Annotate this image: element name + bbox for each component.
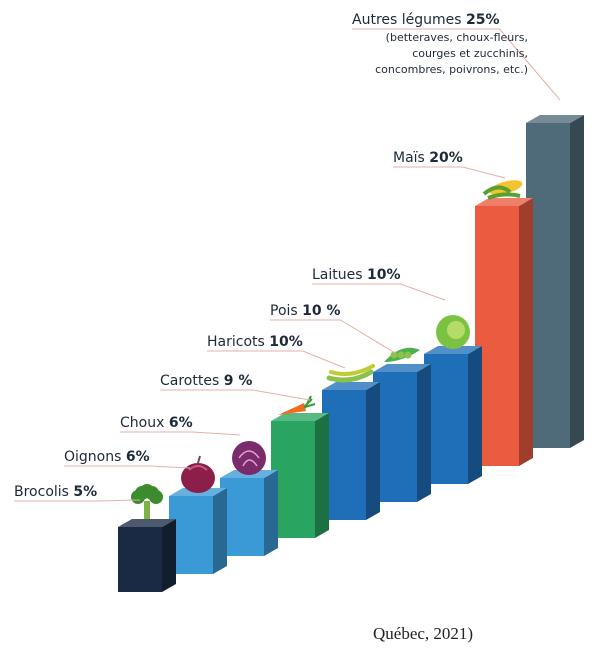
bar-side-choux	[264, 470, 278, 556]
leader-line-laitues	[312, 283, 446, 301]
bar-side-autres-legumes	[570, 115, 584, 448]
lettuce-icon	[436, 315, 470, 349]
bar-top-haricots	[322, 382, 380, 390]
bar-top-laitues	[424, 346, 482, 354]
bar-side-brocolis	[162, 519, 176, 592]
bar-pois	[373, 347, 431, 502]
bar-front-autres-legumes	[526, 123, 570, 448]
label-name-pois: Pois	[270, 303, 302, 319]
bar-front-choux	[220, 478, 264, 556]
bar-front-laitues	[424, 354, 468, 484]
bar-top-brocolis	[118, 519, 176, 527]
bar-side-haricots	[366, 382, 380, 520]
value-label-haricots: 10%	[269, 334, 303, 350]
green-beans-icon	[326, 364, 375, 383]
red-cabbage-icon	[232, 441, 266, 475]
bar-side-oignons	[213, 488, 227, 574]
leader-line-choux	[120, 431, 241, 436]
label-pois: Pois 10 %	[270, 303, 341, 319]
value-label-carottes: 9 %	[224, 373, 253, 389]
leader-line-mais	[393, 166, 506, 179]
bar-carottes	[271, 395, 329, 538]
bar-top-autres-legumes	[526, 115, 584, 123]
bar-top-pois	[373, 364, 431, 372]
bar-autres-legumes	[526, 115, 584, 448]
bar-front-haricots	[322, 390, 366, 520]
label-choux: Choux 6%	[120, 415, 193, 431]
leader-line-carottes	[160, 389, 311, 401]
value-label-brocolis: 5%	[73, 484, 97, 500]
bar-front-brocolis	[118, 527, 162, 592]
bar-brocolis	[118, 484, 176, 592]
value-label-oignons: 6%	[126, 449, 150, 465]
bar-front-pois	[373, 372, 417, 502]
label-brocolis: Brocolis 5%	[14, 484, 97, 500]
value-label-laitues: 10%	[367, 267, 401, 283]
carrot-icon	[278, 395, 316, 415]
bar-laitues	[424, 315, 482, 484]
label-name-oignons: Oignons	[64, 449, 126, 465]
bar-front-oignons	[169, 496, 213, 574]
bar-front-carottes	[271, 421, 315, 538]
bar-mais	[475, 180, 533, 466]
broccoli-icon	[131, 484, 163, 519]
note-line: concombres, poivrons, etc.)	[375, 63, 528, 76]
label-name-mais: Maïs	[393, 150, 429, 166]
bar-side-pois	[417, 364, 431, 502]
leader-line-pois	[270, 319, 396, 354]
label-mais: Maïs 20%	[393, 150, 463, 166]
bar-front-mais	[475, 206, 519, 466]
leader-line-brocolis	[14, 499, 141, 502]
bar-side-mais	[519, 198, 533, 466]
value-label-choux: 6%	[169, 415, 193, 431]
bar-choux	[220, 441, 278, 556]
value-label-mais: 20%	[429, 150, 463, 166]
label-autres-legumes: Autres légumes 25%	[352, 12, 500, 28]
note-line: courges et zucchinis,	[412, 47, 528, 60]
bar-top-mais	[475, 198, 533, 206]
label-name-laitues: Laitues	[312, 267, 367, 283]
label-name-brocolis: Brocolis	[14, 484, 73, 500]
label-carottes: Carottes 9 %	[160, 373, 252, 389]
bar-haricots	[322, 364, 380, 520]
label-laitues: Laitues 10%	[312, 267, 401, 283]
bar-side-laitues	[468, 346, 482, 484]
onion-icon	[181, 455, 215, 493]
leader-line-autres-legumes	[352, 28, 561, 101]
bar-oignons	[169, 455, 227, 574]
corn-icon	[482, 180, 523, 200]
bar-top-carottes	[271, 413, 329, 421]
bars-layer	[118, 115, 584, 592]
value-label-pois: 10 %	[302, 303, 340, 319]
labels-layer: Brocolis 5%Oignons 6%Choux 6%Carottes 9 …	[14, 12, 561, 502]
label-haricots: Haricots 10%	[207, 334, 303, 350]
label-name-haricots: Haricots	[207, 334, 269, 350]
label-name-autres-legumes: Autres légumes	[352, 12, 466, 28]
label-name-choux: Choux	[120, 415, 169, 431]
bar-side-carottes	[315, 413, 329, 538]
label-oignons: Oignons 6%	[64, 449, 150, 465]
source-caption: Québec, 2021)	[373, 624, 474, 643]
leader-line-oignons	[64, 465, 191, 469]
pea-pod-icon	[384, 347, 420, 362]
label-name-carottes: Carottes	[160, 373, 224, 389]
leader-line-haricots	[207, 350, 346, 369]
note-line: (betteraves, choux-fleurs,	[386, 31, 528, 44]
value-label-autres-legumes: 25%	[466, 12, 500, 28]
